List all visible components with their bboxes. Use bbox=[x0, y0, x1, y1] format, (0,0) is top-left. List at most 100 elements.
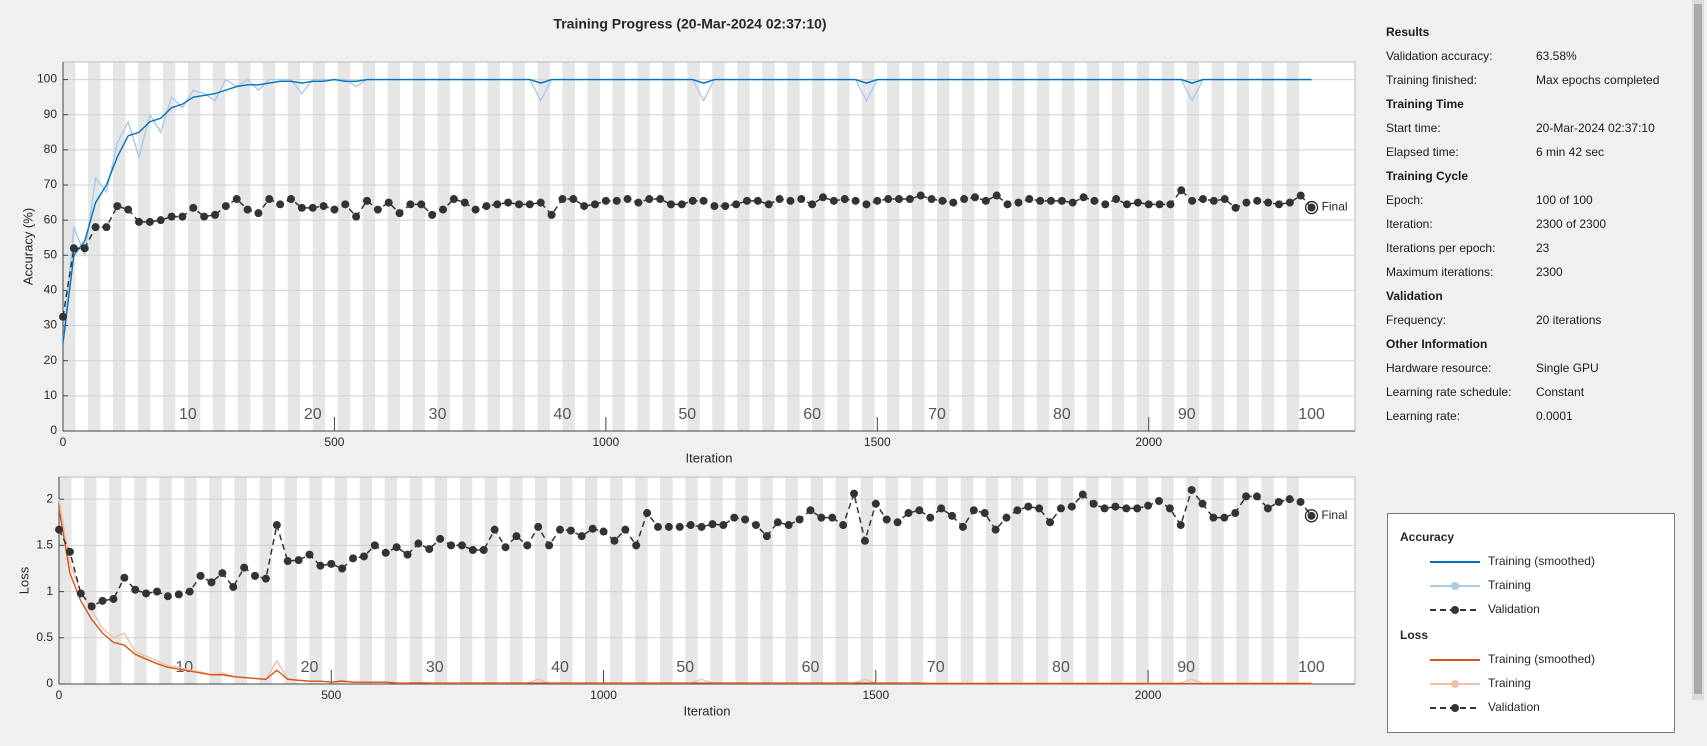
epoch-stripe bbox=[359, 477, 373, 684]
series-line bbox=[62, 78, 1312, 344]
panel-row: Validation accuracy: 63.58% bbox=[1386, 44, 1686, 68]
epoch-label: 90 bbox=[1177, 659, 1195, 676]
validation-point bbox=[167, 212, 176, 221]
validation-point bbox=[958, 522, 967, 531]
panel-row: Epoch: 100 of 100 bbox=[1386, 188, 1686, 212]
scroll-thumb[interactable] bbox=[1694, 4, 1702, 694]
panel-label: Frequency: bbox=[1386, 313, 1447, 327]
epoch-stripe bbox=[737, 62, 750, 431]
validation-point bbox=[851, 196, 860, 205]
validation-point bbox=[479, 546, 488, 555]
panel-row: Iterations per epoch: 23 bbox=[1386, 236, 1686, 260]
validation-point bbox=[65, 547, 74, 556]
validation-point bbox=[960, 195, 969, 204]
validation-point bbox=[196, 571, 205, 580]
validation-point bbox=[1078, 490, 1087, 499]
validation-point bbox=[218, 569, 227, 578]
epoch-stripe bbox=[660, 477, 673, 684]
epoch-stripe bbox=[1035, 477, 1049, 684]
validation-point bbox=[153, 587, 162, 596]
validation-point bbox=[1220, 513, 1229, 522]
final-label: Final bbox=[1322, 200, 1348, 214]
info-panel: Results Validation accuracy: 63.58% Trainin… bbox=[1386, 20, 1686, 428]
epoch-stripe bbox=[986, 62, 1000, 431]
epoch-stripe bbox=[384, 477, 398, 684]
validation-point bbox=[512, 532, 521, 541]
panel-label: Maximum iterations: bbox=[1386, 265, 1494, 279]
validation-point bbox=[730, 513, 739, 522]
epoch-label: 50 bbox=[678, 406, 696, 423]
epoch-stripe bbox=[1236, 62, 1250, 431]
validation-point bbox=[460, 198, 469, 207]
epoch-stripe bbox=[1261, 62, 1275, 431]
panel-heading: Results bbox=[1386, 25, 1430, 39]
validation-point bbox=[839, 521, 848, 530]
validation-point bbox=[980, 509, 989, 518]
validation-point bbox=[1285, 198, 1294, 207]
validation-point bbox=[577, 532, 586, 541]
epoch-label: 30 bbox=[426, 659, 444, 676]
panel-label: Learning rate schedule: bbox=[1386, 385, 1512, 399]
y-tick-label: 1 bbox=[46, 584, 53, 598]
validation-point bbox=[1068, 198, 1077, 207]
scrollbar[interactable] bbox=[1692, 0, 1704, 700]
validation-point bbox=[719, 521, 728, 530]
epoch-stripe bbox=[1111, 62, 1125, 431]
validation-point bbox=[558, 195, 567, 204]
y-tick-label: 60 bbox=[44, 212, 58, 226]
validation-point bbox=[795, 515, 804, 524]
epoch-label: 10 bbox=[179, 406, 197, 423]
validation-point bbox=[1165, 504, 1174, 513]
validation-point bbox=[873, 196, 882, 205]
panel-value: Max epochs completed bbox=[1536, 73, 1660, 87]
validation-point bbox=[645, 195, 654, 204]
validation-point bbox=[882, 515, 891, 524]
validation-point bbox=[98, 596, 107, 605]
legend-label: Validation bbox=[1488, 700, 1540, 714]
epoch-stripe bbox=[1286, 62, 1300, 431]
validation-point bbox=[504, 198, 513, 207]
validation-point bbox=[1079, 193, 1088, 202]
validation-point bbox=[113, 202, 122, 211]
legend-label: Validation bbox=[1488, 602, 1540, 616]
epoch-stripe bbox=[387, 62, 401, 431]
epoch-stripe bbox=[785, 477, 798, 684]
validation-point bbox=[55, 525, 63, 534]
window-title: Training Progress (20-Mar-2024 02:37:10) bbox=[553, 16, 826, 32]
y-tick-label: 0.5 bbox=[36, 630, 53, 644]
panel-heading: Training Cycle bbox=[1386, 169, 1469, 183]
validation-point bbox=[1122, 504, 1131, 513]
epoch-stripe bbox=[287, 62, 301, 431]
validation-point bbox=[76, 589, 85, 598]
validation-point bbox=[916, 191, 925, 200]
panel-label: Hardware resource: bbox=[1386, 361, 1492, 375]
epoch-stripe bbox=[1186, 62, 1200, 431]
panel-label: Elapsed time: bbox=[1386, 145, 1459, 159]
validation-point bbox=[1133, 504, 1142, 513]
epoch-stripe bbox=[112, 62, 126, 431]
epoch-stripe bbox=[762, 62, 775, 431]
epoch-stripe bbox=[534, 477, 548, 684]
validation-point bbox=[229, 582, 238, 591]
epoch-stripe bbox=[985, 477, 999, 684]
validation-point bbox=[91, 223, 100, 232]
validation-point bbox=[1067, 502, 1076, 511]
validation-point bbox=[1036, 196, 1045, 205]
epoch-stripe bbox=[1161, 62, 1175, 431]
final-label: Final bbox=[1321, 508, 1347, 522]
epoch-label: 80 bbox=[1052, 659, 1070, 676]
validation-point bbox=[1198, 499, 1207, 508]
validation-point bbox=[251, 571, 260, 580]
panel-value: Constant bbox=[1536, 385, 1585, 399]
panel-heading: Training Time bbox=[1386, 97, 1464, 111]
validation-point bbox=[1024, 502, 1033, 511]
validation-point bbox=[697, 522, 706, 531]
validation-point bbox=[135, 217, 143, 226]
legend-label: Training (smoothed) bbox=[1488, 652, 1595, 666]
validation-point bbox=[828, 513, 837, 522]
y-tick-label: 30 bbox=[44, 318, 58, 332]
validation-point bbox=[599, 527, 608, 536]
validation-point bbox=[580, 202, 589, 211]
epoch-stripe bbox=[309, 477, 323, 684]
